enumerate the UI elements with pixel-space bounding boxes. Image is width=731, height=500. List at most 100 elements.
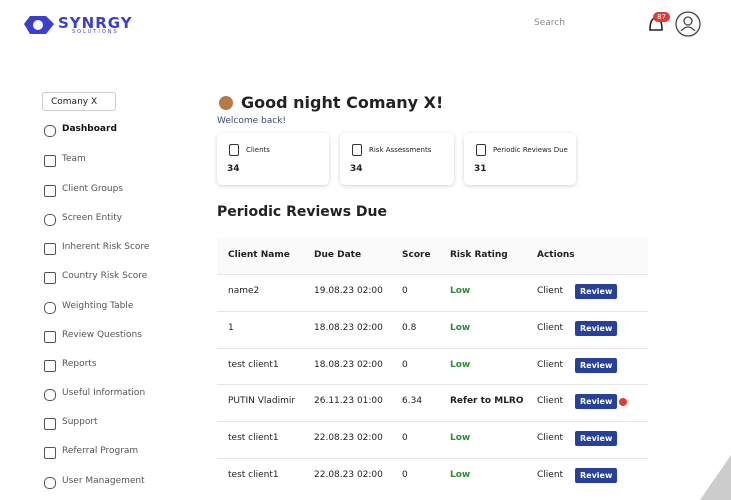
nav-icon <box>44 302 56 314</box>
table-cell: Client <box>537 286 564 296</box>
card-label: Periodic Reviews Due <box>493 146 568 154</box>
company-select[interactable]: Comany X <box>42 92 116 111</box>
column-header: Client Name <box>228 250 290 260</box>
logo: SYNRGY <box>58 14 133 32</box>
card-icon <box>476 144 486 156</box>
table-cell: name2 <box>228 286 260 296</box>
row-line <box>217 458 648 459</box>
nav-icon <box>44 447 56 459</box>
row-line <box>217 274 648 275</box>
table-cell: 0 <box>402 286 408 296</box>
nav-item[interactable]: Review Questions <box>62 330 142 340</box>
card-value: 34 <box>227 164 240 174</box>
table-cell: 18.08.23 02:00 <box>314 359 383 370</box>
table-cell: Client <box>537 322 564 333</box>
nav-item[interactable]: Reports <box>62 359 97 369</box>
card-value: 31 <box>474 164 487 174</box>
table-cell: Low <box>450 433 471 444</box>
column-header: Due Date <box>314 250 362 260</box>
nav-icon <box>44 125 56 137</box>
nav-item[interactable]: Useful Information <box>62 388 146 398</box>
nav-item[interactable]: Support <box>62 417 98 427</box>
card-value: 34 <box>350 164 363 174</box>
row-line <box>217 421 648 423</box>
notification-badge: 87 <box>653 12 670 22</box>
table-cell: test client1 <box>228 470 279 480</box>
nav-icon <box>44 477 56 489</box>
table-header-bg <box>217 238 648 274</box>
logo-sub: SOLUTIONS <box>72 29 119 35</box>
table-cell: test client1 <box>228 359 279 370</box>
table-cell: Client <box>537 433 564 444</box>
greeting-subtitle: Welcome back! <box>217 116 287 126</box>
nav-item[interactable]: Referral Program <box>62 446 139 456</box>
table-cell: 18.08.23 02:00 <box>314 322 383 333</box>
review-button[interactable]: Review <box>575 320 618 336</box>
nav-item[interactable]: Dashboard <box>62 124 117 134</box>
nav-item[interactable]: Country Risk Score <box>62 271 148 281</box>
decor-shape <box>700 455 731 500</box>
nav-item[interactable]: Weighting Table <box>62 301 134 311</box>
nav-icon <box>44 418 56 430</box>
table-cell: 1 <box>228 322 234 333</box>
table-cell: 22.08.23 02:00 <box>314 470 383 480</box>
card-label: Risk Assessments <box>369 146 432 154</box>
nav-icon <box>44 155 56 167</box>
nav-item[interactable]: Client Groups <box>62 184 124 194</box>
nav-item[interactable]: Team <box>62 154 86 164</box>
row-line <box>217 310 648 312</box>
nav-icon <box>44 214 56 226</box>
nav-icon <box>44 272 56 284</box>
column-header: Risk Rating <box>450 250 508 260</box>
table-cell: 0 <box>402 359 408 370</box>
review-button[interactable]: Review <box>575 431 618 447</box>
table-cell: Low <box>450 322 471 333</box>
table-cell: Low <box>450 470 471 480</box>
table-cell: 26.11.23 01:00 <box>314 396 383 407</box>
avatar[interactable] <box>675 11 701 37</box>
wave-emoji <box>219 96 233 110</box>
table-cell: 0.8 <box>402 322 417 333</box>
column-header: Score <box>402 250 431 260</box>
card-icon <box>352 144 362 156</box>
table-cell: 0 <box>402 470 408 480</box>
table-cell: Low <box>450 359 471 370</box>
card-icon <box>229 144 239 156</box>
nav-item[interactable]: User Management <box>62 476 145 486</box>
nav-icon <box>44 389 56 401</box>
logo-icon <box>33 20 43 30</box>
nav-icon <box>44 243 56 255</box>
table-cell: PUTIN Vladimir <box>228 396 296 407</box>
table-cell: Refer to MLRO <box>450 396 524 407</box>
row-line <box>217 384 648 386</box>
table-title: Periodic Reviews Due <box>217 204 387 220</box>
column-header: Actions <box>537 250 575 260</box>
search[interactable]: Search <box>534 18 565 28</box>
avatar-icon <box>680 26 696 32</box>
table-cell: 22.08.23 02:00 <box>314 433 383 444</box>
avatar-icon <box>683 16 693 26</box>
card <box>464 133 576 185</box>
table-cell: Client <box>537 396 564 407</box>
table-cell: Low <box>450 286 471 296</box>
review-button[interactable]: Review <box>575 357 618 373</box>
table-cell: 0 <box>402 433 408 444</box>
nav-icon <box>44 185 56 197</box>
card <box>340 133 454 185</box>
table-cell: Client <box>537 359 564 370</box>
table-cell: 6.34 <box>402 396 423 407</box>
nav-icon <box>44 331 56 343</box>
review-button[interactable]: Review <box>575 468 618 483</box>
nav-item[interactable]: Screen Entity <box>62 213 123 223</box>
row-line <box>217 347 648 349</box>
review-button[interactable]: Review <box>575 284 618 299</box>
table-cell: test client1 <box>228 433 279 444</box>
nav-item[interactable]: Inherent Risk Score <box>62 242 150 252</box>
review-button[interactable]: Review <box>575 394 618 410</box>
table-cell: Client <box>537 470 564 480</box>
nav-icon <box>44 360 56 372</box>
alert-icon <box>619 398 627 407</box>
card <box>217 133 329 185</box>
